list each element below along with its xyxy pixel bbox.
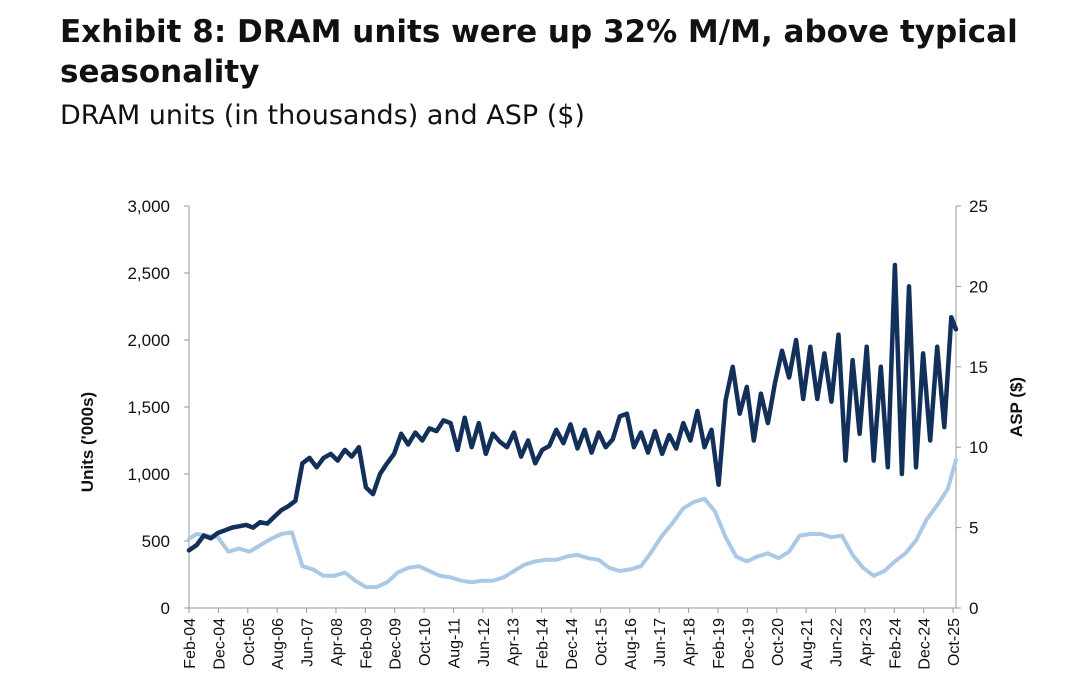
x-tick-label: Oct-10 [417, 618, 434, 666]
chart-subtitle: DRAM units (in thousands) and ASP ($) [60, 100, 585, 131]
right-axis-label: ASP ($) [1007, 377, 1026, 437]
x-tick-label: Feb-19 [711, 618, 728, 669]
left-tick-label: 0 [161, 599, 170, 618]
x-tick-label: Dec-14 [564, 618, 581, 670]
asp-series-line [186, 458, 958, 590]
x-tick-label: Aug-11 [446, 618, 463, 669]
x-tick-label: Aug-16 [623, 618, 640, 670]
x-tick-label: Apr-08 [329, 618, 346, 666]
right-tick-label: 25 [969, 197, 988, 216]
right-tick-label: 20 [969, 277, 988, 296]
left-tick-label: 2,500 [127, 264, 170, 283]
x-tick-label: Oct-20 [770, 618, 787, 666]
right-tick-label: 0 [969, 599, 978, 618]
x-tick-label: Dec-24 [917, 618, 934, 670]
right-tick-label: 15 [969, 358, 988, 377]
x-tick-label: Oct-05 [241, 618, 258, 666]
x-tick-label: Dec-04 [211, 618, 228, 670]
x-tick-label: Jun-12 [476, 618, 493, 667]
left-tick-label: 3,000 [127, 197, 170, 216]
x-tick-label: Jun-22 [829, 618, 846, 667]
left-axis-label: Units ('000s) [78, 392, 97, 492]
x-tick-label: Oct-25 [946, 618, 963, 666]
x-tick-label: Feb-14 [535, 618, 552, 669]
x-tick-label: Aug-21 [799, 618, 816, 670]
x-tick-label: Dec-09 [388, 618, 405, 670]
axes [184, 205, 961, 613]
left-tick-label: 2,000 [127, 331, 170, 350]
x-tick-label: Apr-13 [505, 618, 522, 666]
left-tick-label: 1,500 [127, 398, 170, 417]
x-tick-label: Aug-06 [270, 618, 287, 670]
right-tick-label: 5 [969, 519, 978, 538]
left-tick-label: 1,000 [127, 465, 170, 484]
units-series-line [186, 262, 959, 553]
x-tick-label: Feb-24 [887, 618, 904, 669]
x-tick-label: Dec-19 [740, 618, 757, 670]
x-tick-label: Oct-15 [593, 618, 610, 666]
left-tick-label: 500 [142, 532, 170, 551]
x-tick-label: Apr-18 [682, 618, 699, 666]
right-tick-label: 10 [969, 438, 988, 457]
x-tick-label: Feb-04 [182, 618, 199, 669]
tick-labels: 0 500 1,000 1,500 2,000 2,500 3,000 0 5 10 15 20 25 F… [127, 197, 987, 670]
x-tick-label: Jun-07 [300, 618, 317, 667]
x-tick-label: Jun-17 [652, 618, 669, 667]
series-layer [186, 262, 959, 590]
x-tick-label: Apr-23 [858, 618, 875, 666]
chart-title: Exhibit 8: DRAM units were up 32% M/M, a… [60, 14, 1018, 90]
x-tick-label: Feb-09 [358, 618, 375, 669]
